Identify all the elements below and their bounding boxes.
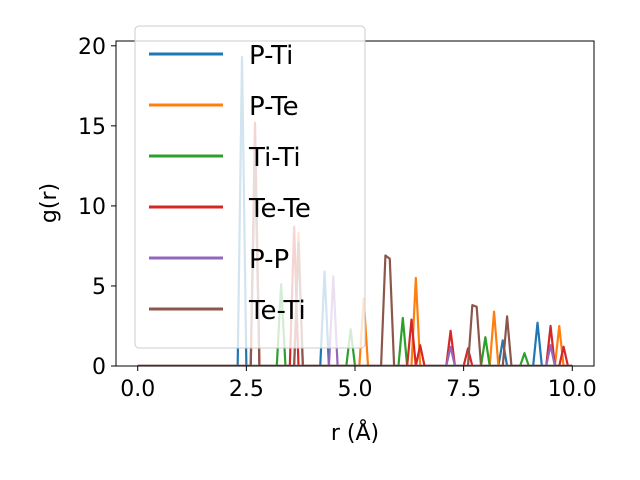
y-axis-ticks: 0 5 10 15 20 <box>78 35 116 380</box>
series-line-te-ti <box>137 153 573 366</box>
legend-label-p-p: P-P <box>249 245 289 275</box>
y-tick-label: 0 <box>92 355 106 380</box>
legend-label-p-ti: P-Ti <box>249 41 293 71</box>
x-axis-ticks: 0.0 2.5 5.0 7.5 10.0 <box>120 366 597 402</box>
legend-label-te-te: Te-Te <box>248 194 311 224</box>
x-tick-label: 2.5 <box>229 377 264 402</box>
y-tick-label: 20 <box>78 35 106 60</box>
x-tick-label: 5.0 <box>338 377 373 402</box>
y-tick-label: 5 <box>92 275 106 300</box>
x-tick-label: 7.5 <box>446 377 481 402</box>
x-tick-label: 10.0 <box>548 377 597 402</box>
legend-label-ti-ti: Ti-Ti <box>248 143 301 173</box>
legend: P-Ti P-Te Ti-Ti Te-Te P-P Te-Ti <box>134 25 366 349</box>
x-tick-label: 0.0 <box>120 377 155 402</box>
y-axis-label: g(r) <box>37 183 62 223</box>
legend-label-te-ti: Te-Ti <box>248 296 306 326</box>
y-tick-label: 15 <box>78 115 106 140</box>
legend-label-p-te: P-Te <box>249 92 299 122</box>
y-tick-label: 10 <box>78 195 106 220</box>
x-axis-label: r (Å) <box>331 419 379 446</box>
